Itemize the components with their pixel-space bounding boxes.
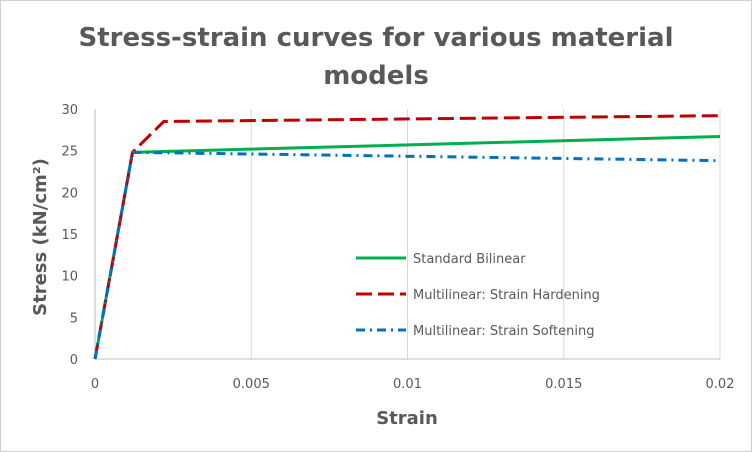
y-axis-title: Stress (kN/cm²) [30,158,51,316]
y-tick-label: 0 [70,353,78,368]
legend-label-1: Standard Bilinear [413,252,526,267]
x-axis-title: Strain [376,408,438,429]
y-tick-label: 5 [70,311,78,326]
x-tick-label: 0.02 [706,377,735,392]
y-tick-label: 20 [61,186,78,201]
series-line-3 [93,150,721,360]
chart-title-line-2: models [323,61,429,91]
chart-title-line-1: Stress-strain curves for various materia… [78,23,674,53]
series-layer [93,114,721,360]
y-tick-label: 30 [61,103,78,118]
tick-labels: 0 5 10 15 20 25 30 0 0.005 0.01 0.015 0.02 [61,103,734,392]
y-tick-label: 15 [61,228,78,243]
x-tick-label: 0.01 [393,377,422,392]
y-tick-label: 25 [61,145,78,160]
legend: Standard Bilinear Multilinear: Strain Har… [356,252,600,339]
y-tick-label: 10 [61,270,78,285]
chart-title: Stress-strain curves for various materia… [1,19,751,95]
x-tick-label: 0.015 [545,377,582,392]
x-tick-label: 0 [91,377,99,392]
grid-layer [250,109,721,359]
x-tick-label: 0.005 [233,377,270,392]
legend-label-2: Multilinear: Strain Hardening [413,288,600,303]
legend-label-3: Multilinear: Strain Softening [413,324,594,339]
axis-layer [94,109,720,360]
series-line-2 [93,114,721,360]
